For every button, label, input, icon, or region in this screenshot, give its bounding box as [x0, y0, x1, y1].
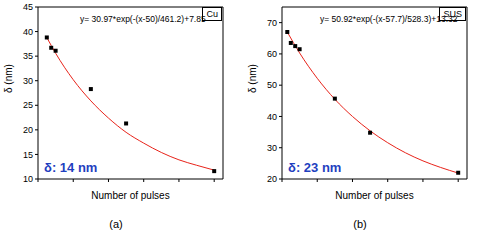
- svg-text:45: 45: [23, 2, 33, 12]
- html-text:y= 50.92*exp(-(x-57.7)/528.3)+: y= 50.92*exp(-(x-57.7)/528.3)+13.32: [320, 14, 458, 24]
- svg-text:20: 20: [23, 125, 33, 135]
- html-text:(a): (a): [109, 218, 123, 230]
- svg-text:δ (nm): δ (nm): [247, 64, 258, 93]
- svg-text:10: 10: [23, 174, 33, 184]
- svg-text:30: 30: [23, 76, 33, 86]
- svg-text:25: 25: [23, 100, 33, 110]
- svg-text:20: 20: [267, 174, 277, 184]
- svg-text:40: 40: [23, 27, 33, 37]
- svg-text:70: 70: [267, 18, 277, 28]
- svg-text:35: 35: [23, 51, 33, 61]
- svg-text:δ (nm): δ (nm): [8, 64, 14, 93]
- svg-text:40: 40: [267, 112, 277, 122]
- html-text:SUS: SUS: [443, 9, 462, 19]
- html-text:y= 30.97*exp(-(x-50)/461.2)+7.: y= 30.97*exp(-(x-50)/461.2)+7.85: [80, 14, 206, 24]
- svg-text:30: 30: [267, 143, 277, 153]
- svg-text:60: 60: [267, 49, 277, 59]
- html-text:(b): (b): [353, 218, 367, 230]
- svg-text:50: 50: [267, 80, 277, 90]
- svg-text:Number of pulses: Number of pulses: [91, 190, 169, 201]
- html-text:Cu: Cu: [206, 9, 218, 19]
- svg-text:Number of pulses: Number of pulses: [335, 190, 413, 201]
- html-text:δ: 23 nm: δ: 23 nm: [288, 160, 342, 175]
- html-text:δ: 14 nm: δ: 14 nm: [44, 160, 98, 175]
- svg-text:15: 15: [23, 150, 33, 160]
